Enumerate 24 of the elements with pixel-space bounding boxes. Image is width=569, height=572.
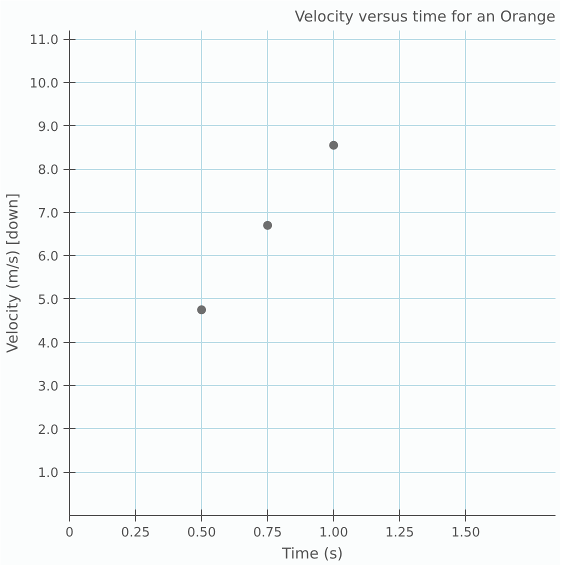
y-tick-label: 9.0	[38, 120, 59, 135]
y-tick-label: 5.0	[38, 292, 59, 308]
x-tick-label: 0.50	[187, 526, 216, 540]
x-tick-label: 1.25	[385, 526, 414, 540]
x-axis-title: Time (s)	[281, 544, 343, 562]
point	[197, 305, 206, 314]
x-tick-label: 1.00	[319, 526, 348, 540]
x-tick-label: 0.75	[253, 526, 282, 540]
y-tick-label: 11.0	[30, 33, 59, 48]
y-axis-title: Velocity (m/s) [down]	[4, 193, 22, 353]
y-tick-label: 8.0	[38, 163, 59, 178]
y-tick-label: 7.0	[38, 206, 59, 222]
chart-title: Velocity versus time for an Orange	[294, 8, 556, 26]
y-tick-label: 2.0	[38, 422, 59, 438]
point	[263, 220, 272, 230]
y-tick-label: 6.0	[38, 250, 59, 265]
x-tick-label: 0	[65, 526, 74, 540]
x-tick-label: 0.25	[121, 526, 150, 540]
x-tick-label: 1.50	[451, 526, 480, 540]
y-tick-label: 10.0	[30, 76, 59, 92]
y-tick-label: 4.0	[38, 336, 59, 352]
y-tick-label: 1.0	[38, 466, 59, 482]
y-tick-label: 3.0	[38, 380, 59, 395]
point	[329, 140, 338, 150]
